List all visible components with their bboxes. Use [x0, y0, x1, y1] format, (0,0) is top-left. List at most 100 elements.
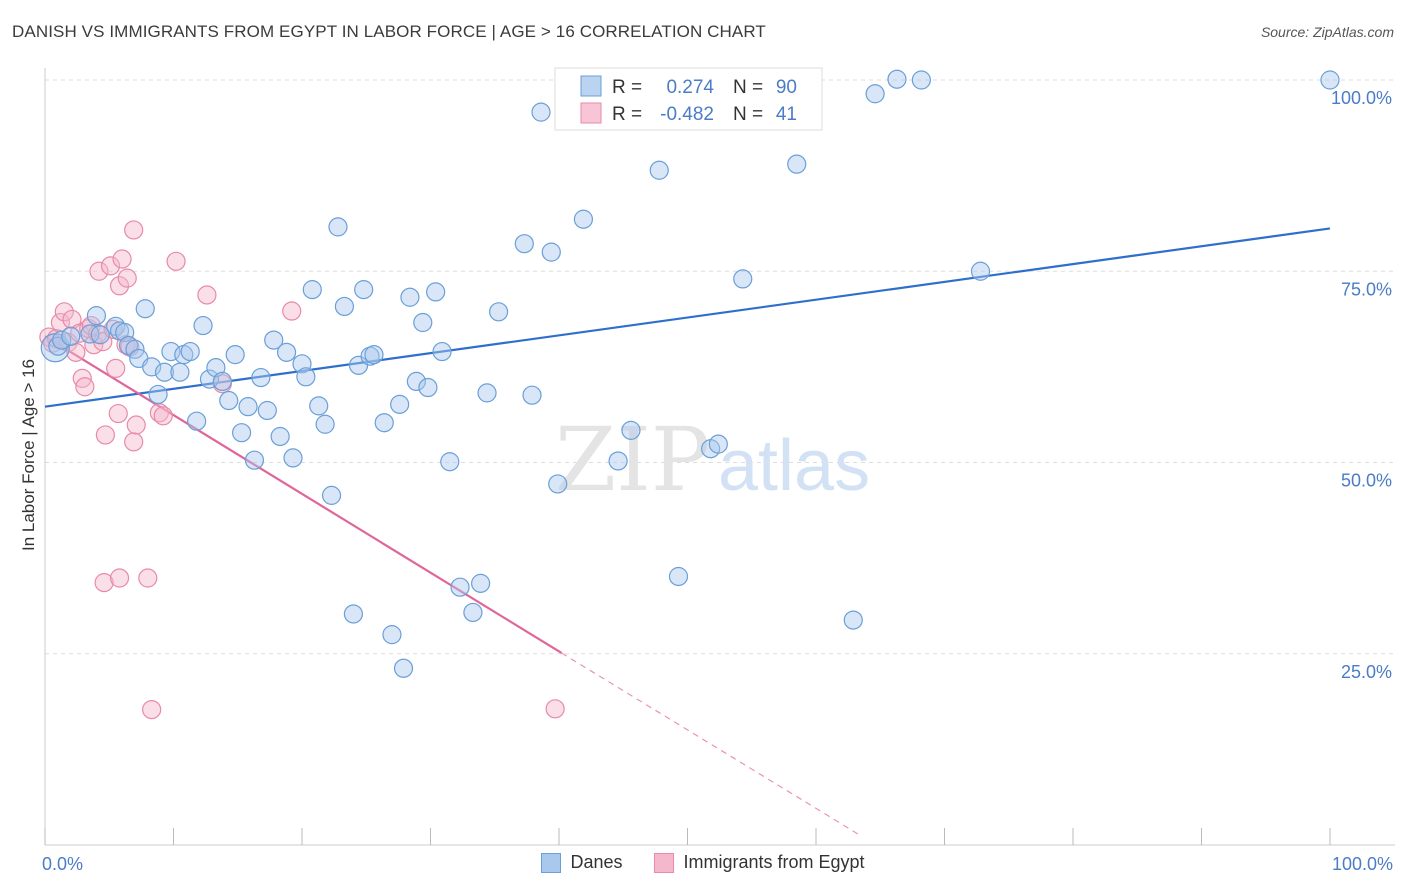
data-point-egypt	[124, 432, 144, 452]
data-point-danes	[450, 577, 470, 597]
data-point-danes	[426, 282, 446, 302]
y-tick-label: 75.0%	[1341, 279, 1392, 299]
data-point-danes	[170, 362, 190, 382]
data-point-danes	[334, 296, 355, 317]
data-point-danes	[514, 234, 534, 254]
data-point-danes	[573, 209, 594, 229]
watermark-zip: ZIP	[555, 408, 710, 511]
legend-label-danes: Danes	[570, 852, 623, 872]
x-tick-label: 0.0%	[42, 854, 83, 874]
data-point-danes	[477, 383, 497, 403]
data-point-egypt	[109, 568, 130, 588]
data-point-danes	[489, 302, 509, 322]
data-point-danes	[90, 325, 110, 345]
axes	[44, 68, 1395, 846]
data-point-egypt	[153, 406, 173, 426]
data-point-danes	[225, 345, 245, 365]
data-point-danes	[283, 448, 303, 468]
data-point-danes	[865, 84, 885, 104]
data-point-danes	[354, 280, 374, 300]
data-point-danes	[135, 299, 155, 319]
data-point-danes	[649, 160, 669, 180]
trend-lines	[44, 227, 1331, 837]
data-point-danes	[86, 306, 107, 326]
legend-label-egypt: Immigrants from Egypt	[683, 852, 865, 872]
data-point-danes	[328, 217, 348, 237]
data-point-egypt	[100, 256, 121, 276]
data-point-egypt	[282, 301, 302, 321]
y-tick-label: 25.0%	[1341, 662, 1392, 682]
legend-top-n-label: N =	[733, 104, 763, 125]
data-point-danes	[212, 371, 232, 392]
x-tick-label: 100.0%	[1332, 854, 1393, 874]
data-point-danes	[61, 326, 81, 346]
data-point-egypt	[166, 251, 186, 271]
data-point-danes	[787, 154, 807, 174]
data-point-danes	[343, 604, 363, 624]
data-point-egypt	[89, 261, 109, 281]
legend-swatch-egypt	[654, 852, 675, 873]
trend-line-extension-egypt	[561, 652, 862, 837]
y-tick-label: 50.0%	[1341, 471, 1392, 491]
trend-line-egypt	[44, 335, 563, 654]
data-point-danes	[708, 434, 728, 454]
data-point-egypt	[103, 319, 123, 339]
legend-swatch-danes	[541, 852, 562, 873]
data-point-danes	[180, 341, 200, 362]
data-point-danes	[911, 70, 931, 90]
legend-item-egypt: Immigrants from Egypt	[654, 852, 865, 873]
data-point-danes	[393, 658, 414, 678]
data-point-danes	[244, 450, 265, 470]
data-point-egypt	[106, 358, 126, 379]
danes-points	[40, 68, 1340, 678]
data-point-danes	[843, 610, 863, 630]
data-point-egypt	[126, 415, 146, 435]
data-point-danes	[315, 414, 335, 434]
legend-top-r-value: -0.482	[660, 104, 714, 125]
data-point-egypt	[109, 276, 130, 296]
data-point-danes	[80, 324, 100, 344]
legend-item-danes: Danes	[541, 852, 622, 873]
legend-top-r-label: R =	[612, 104, 642, 125]
data-point-danes	[154, 362, 175, 382]
data-point-danes	[463, 602, 483, 623]
data-point-danes	[382, 625, 402, 645]
data-point-egypt	[124, 220, 144, 240]
legend-top-n-value: 41	[776, 104, 797, 125]
grid-lines	[45, 79, 1395, 655]
data-point-danes	[309, 396, 329, 416]
legend-top-swatch-danes	[580, 75, 602, 97]
data-point-danes	[400, 287, 420, 307]
y-tick-label: 100.0%	[1331, 88, 1392, 108]
data-point-egypt	[197, 285, 217, 305]
data-point-danes	[621, 420, 641, 440]
legend-top-n-label: N =	[733, 77, 763, 98]
data-point-danes	[187, 411, 207, 431]
legend-top-swatch-egypt	[580, 102, 602, 124]
legend-bottom: Danes Immigrants from Egypt	[0, 852, 1406, 873]
watermark-atlas: atlas	[718, 426, 870, 506]
y-axis-label: In Labor Force | Age > 16	[19, 359, 38, 551]
data-point-egypt	[94, 573, 114, 593]
data-point-danes	[193, 315, 213, 336]
data-point-danes	[522, 385, 542, 405]
data-point-danes	[432, 341, 452, 362]
data-point-danes	[548, 474, 568, 494]
data-point-egypt	[54, 302, 74, 322]
source-label: Source: ZipAtlas.com	[1260, 24, 1394, 40]
data-point-danes	[390, 394, 410, 414]
data-point-danes	[148, 384, 168, 405]
data-point-egypt	[95, 425, 115, 445]
data-point-danes	[251, 367, 271, 388]
watermark: ZIP atlas	[555, 408, 870, 511]
data-point-egypt	[545, 699, 565, 719]
data-point-danes	[296, 367, 316, 387]
legend-top-r-label: R =	[612, 77, 642, 98]
data-point-danes	[970, 261, 991, 281]
data-point-egypt	[75, 377, 95, 397]
data-point-danes	[733, 269, 753, 289]
chart-title: DANISH VS IMMIGRANTS FROM EGYPT IN LABOR…	[12, 22, 766, 41]
data-point-danes	[270, 426, 290, 447]
data-point-danes	[238, 397, 258, 417]
